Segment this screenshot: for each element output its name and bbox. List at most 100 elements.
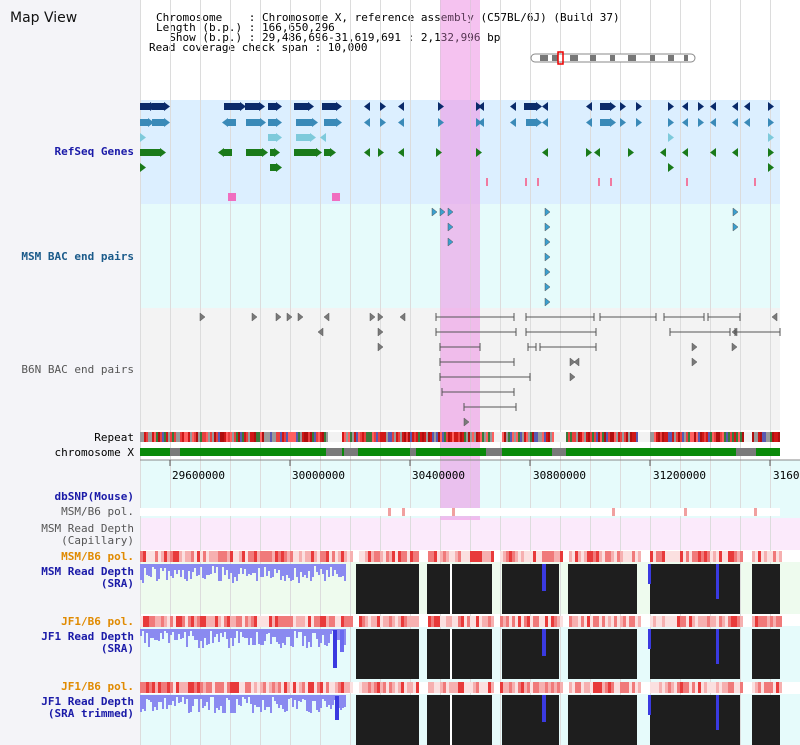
ideogram-band bbox=[590, 55, 596, 61]
polymorphism-cell bbox=[425, 551, 428, 562]
polymorphism-cell bbox=[281, 551, 284, 562]
read-depth-bar bbox=[170, 629, 172, 635]
read-depth-bar bbox=[300, 564, 302, 572]
polymorphism-cell bbox=[698, 682, 701, 693]
repeat-segment bbox=[140, 432, 142, 442]
read-depth-bar bbox=[226, 564, 228, 570]
read-depth-bar bbox=[156, 695, 158, 710]
polymorphism-cell bbox=[770, 682, 773, 693]
polymorphism-cell bbox=[353, 551, 356, 562]
polymorphism-cell bbox=[350, 616, 353, 627]
read-depth-bar bbox=[244, 564, 246, 569]
polymorphism-cell bbox=[350, 682, 353, 693]
label-dbsnp[interactable]: dbSNP(Mouse) bbox=[54, 490, 134, 503]
polymorphism-cell bbox=[173, 551, 176, 562]
repeat-segment bbox=[260, 432, 262, 442]
repeat-segment bbox=[706, 432, 708, 442]
polymorphism-cell bbox=[644, 551, 647, 562]
repeat-segment bbox=[638, 432, 640, 442]
refseq-gene-arrow bbox=[260, 118, 266, 127]
read-depth-bar bbox=[262, 695, 264, 700]
polymorphism-cell bbox=[593, 682, 596, 693]
refseq-gene-arrow bbox=[586, 148, 592, 157]
refseq-gene-arrow bbox=[312, 118, 318, 127]
polymorphism-cell bbox=[719, 682, 722, 693]
read-depth-bar bbox=[150, 629, 152, 638]
read-depth-bar bbox=[276, 629, 278, 642]
polymorphism-cell bbox=[380, 682, 383, 693]
polymorphism-cell bbox=[476, 682, 479, 693]
read-depth-bar bbox=[248, 629, 250, 645]
repeat-segment bbox=[238, 432, 240, 442]
repeat-segment bbox=[330, 432, 332, 442]
b6n-bac-end bbox=[771, 312, 778, 322]
polymorphism-cell bbox=[257, 551, 260, 562]
polymorphism-cell bbox=[680, 616, 683, 627]
repeat-segment bbox=[574, 432, 576, 442]
refseq-gene bbox=[270, 149, 274, 156]
refseq-mark bbox=[754, 178, 756, 186]
polymorphism-cell bbox=[275, 551, 278, 562]
repeat-segment bbox=[410, 432, 412, 442]
repeat-segment bbox=[240, 432, 242, 442]
read-depth-bar bbox=[306, 629, 308, 648]
read-depth-bar bbox=[206, 564, 208, 575]
polymorphism-cell bbox=[371, 616, 374, 627]
polymorphism-cell bbox=[317, 682, 320, 693]
read-depth-bar bbox=[200, 629, 202, 641]
read-depth-block bbox=[427, 629, 492, 679]
repeat-segment bbox=[362, 432, 364, 442]
repeat-segment bbox=[752, 432, 754, 442]
polymorphism-cell bbox=[515, 616, 518, 627]
polymorphism-cell bbox=[518, 551, 521, 562]
polymorphism-cell bbox=[779, 551, 782, 562]
polymorphism-cell bbox=[176, 682, 179, 693]
grid-line bbox=[290, 0, 291, 745]
polymorphism-cell bbox=[311, 616, 314, 627]
polymorphism-cell bbox=[569, 682, 572, 693]
repeat-segment bbox=[650, 432, 652, 442]
read-depth-bar bbox=[160, 695, 162, 702]
read-depth-bar bbox=[186, 629, 188, 647]
read-depth-bar bbox=[308, 629, 310, 642]
repeat-segment bbox=[526, 432, 528, 442]
polymorphism-cell bbox=[683, 616, 686, 627]
label-b6n-bac-end-pairs[interactable]: B6N BAC end pairs bbox=[21, 363, 134, 376]
polymorphism-cell bbox=[767, 682, 770, 693]
repeat-segment bbox=[472, 432, 474, 442]
repeat-segment bbox=[606, 432, 608, 442]
read-depth-bar bbox=[250, 564, 252, 575]
polymorphism-cell bbox=[542, 551, 545, 562]
repeat-segment bbox=[206, 432, 208, 442]
read-depth-bar bbox=[256, 629, 258, 632]
repeat-segment bbox=[242, 432, 244, 442]
polymorphism-cell bbox=[602, 616, 605, 627]
label-msm-bac-end-pairs[interactable]: MSM BAC end pairs bbox=[21, 250, 134, 263]
repeat-segment bbox=[562, 432, 564, 442]
repeat-segment bbox=[402, 432, 404, 442]
polymorphism-cell bbox=[221, 682, 224, 693]
label-refseq-genes[interactable]: RefSeq Genes bbox=[54, 145, 134, 158]
read-depth-bar bbox=[218, 695, 220, 710]
b6n-bac-end bbox=[377, 312, 384, 322]
repeat-segment bbox=[568, 432, 570, 442]
repeat-segment bbox=[372, 432, 374, 442]
read-depth-bar bbox=[314, 695, 316, 701]
polymorphism-cell bbox=[314, 616, 317, 627]
polymorphism-cell bbox=[326, 551, 329, 562]
read-depth-bar bbox=[278, 564, 280, 570]
polymorphism-cell bbox=[509, 616, 512, 627]
polymorphism-cell bbox=[185, 551, 188, 562]
repeat-segment bbox=[564, 432, 566, 442]
repeat-segment bbox=[660, 432, 662, 442]
repeat-segment bbox=[678, 432, 680, 442]
polymorphism-cell bbox=[155, 682, 158, 693]
repeat-segment bbox=[370, 432, 372, 442]
b6n-bac-end bbox=[569, 372, 576, 382]
label-msm-b6-pol: MSM/B6 pol. bbox=[61, 505, 134, 518]
refseq-mark bbox=[525, 178, 527, 186]
read-depth-bar bbox=[322, 629, 324, 635]
repeat-segment bbox=[464, 432, 466, 442]
grid-line bbox=[470, 0, 471, 745]
